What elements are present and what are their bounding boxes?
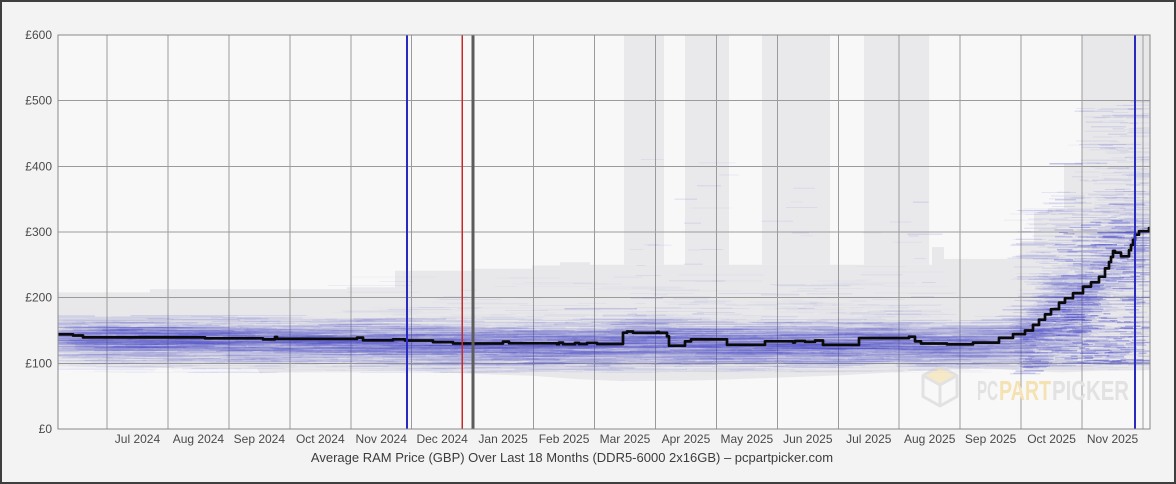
plot-border [57,34,1151,430]
y-axis-tick-label: £400 [25,159,52,173]
x-axis-tick-label: May 2025 [721,432,774,446]
watermark-part-text: PART [999,375,1051,406]
x-axis-tick-label: Sep 2024 [234,432,286,446]
watermark-pc-text: PC [977,375,998,406]
x-axis-tick-label: Jun 2025 [783,432,833,446]
x-axis-tick-label: Oct 2025 [1027,432,1076,446]
x-axis-tick-label: Mar 2025 [600,432,651,446]
pcpartpicker-cube-icon [921,364,959,408]
x-axis-tick-label: Apr 2025 [662,432,711,446]
x-axis-tick-label: Feb 2025 [539,432,590,446]
outlier-price-column [762,35,830,265]
watermark-picker-text: PICKER [1052,375,1129,406]
y-axis-tick-label: £600 [25,28,52,42]
x-axis-tick-label: Sep 2025 [965,432,1017,446]
outlier-price-column [864,35,930,265]
y-axis-tick-label: £300 [25,225,52,239]
x-axis-tick-label: Jul 2024 [115,432,161,446]
outlier-price-column [685,35,729,265]
outlier-price-column [624,35,664,265]
x-axis-tick-label: Jul 2025 [846,432,892,446]
pcpartpicker-watermark: PC PART PICKER [921,364,1129,408]
x-axis-tick-label: Oct 2024 [296,432,345,446]
price-range-band [58,34,1150,382]
x-axis-tick-label: Aug 2025 [904,432,956,446]
average-price-line [58,226,1151,348]
x-axis-tick-label: Jan 2025 [478,432,528,446]
y-axis-tick-label: £200 [25,291,52,305]
y-axis-tick-label: £0 [39,422,53,436]
x-axis-tick-label: Aug 2024 [173,432,225,446]
y-axis-tick-label: £100 [25,356,52,370]
x-axis-tick-label: Nov 2025 [1087,432,1139,446]
y-axis-tick-label: £500 [25,94,52,108]
x-axis-tick-label: Dec 2024 [416,432,468,446]
chart-title: Average RAM Price (GBP) Over Last 18 Mon… [310,450,834,465]
x-axis-tick-label: Nov 2024 [356,432,408,446]
